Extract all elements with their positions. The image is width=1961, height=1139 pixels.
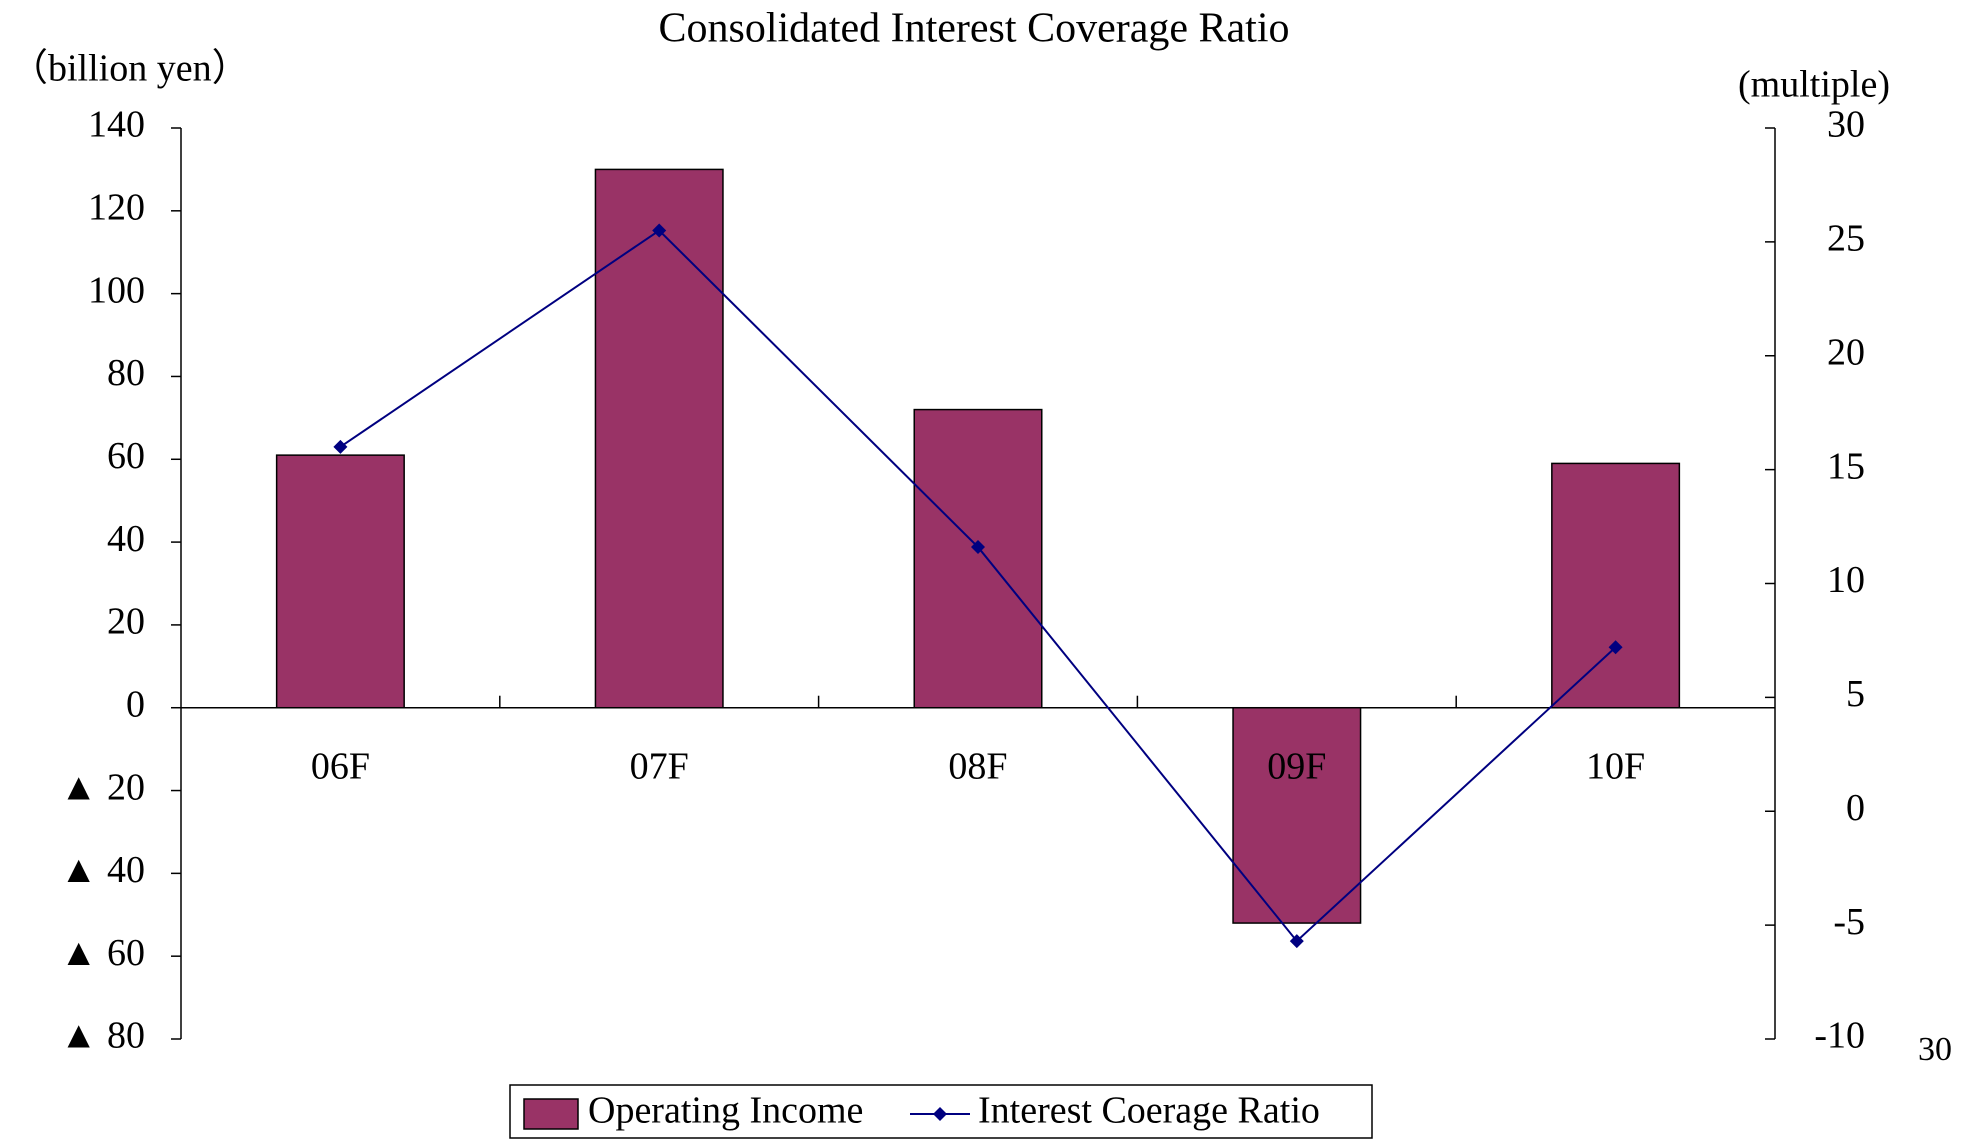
x-tick-label: 09F	[1267, 745, 1326, 787]
legend-label: Operating Income	[588, 1090, 863, 1132]
y-tick-label: 100	[88, 269, 145, 311]
y-tick-label: 40	[107, 518, 145, 560]
line-marker	[1289, 934, 1304, 949]
y2-tick-label: 10	[1827, 559, 1865, 601]
x-tick-label: 08F	[948, 745, 1007, 787]
bar	[1551, 462, 1681, 709]
y-tick-label: ▲ 80	[60, 1015, 145, 1057]
y-tick-label: 140	[88, 104, 145, 146]
y-tick-label: 0	[126, 683, 145, 725]
y2-tick-label: 15	[1827, 445, 1865, 487]
y-tick-label: ▲ 20	[60, 766, 145, 808]
y2-tick-label: 25	[1827, 218, 1865, 260]
legend-swatch	[523, 1098, 579, 1130]
x-tick-label: 06F	[311, 745, 370, 787]
page-number: 30	[1918, 1031, 1952, 1068]
bar	[913, 408, 1043, 709]
y-tick-label: ▲ 40	[60, 849, 145, 891]
y-tick-label: 120	[88, 187, 145, 229]
bar	[1232, 706, 1362, 924]
chart-title: Consolidated Interest Coverage Ratio	[658, 6, 1289, 52]
y2-tick-label: 30	[1827, 104, 1865, 146]
line-marker	[971, 540, 985, 555]
x-tick-label: 07F	[630, 745, 689, 787]
y2-tick-label: 5	[1846, 673, 1865, 715]
y-tick-label: 20	[107, 601, 145, 643]
y2-tick-label: 0	[1846, 787, 1865, 829]
x-tick-label: 10F	[1586, 745, 1645, 787]
y-tick-label: ▲ 60	[60, 932, 145, 974]
y2-tick-label: 20	[1827, 331, 1865, 373]
y2-tick-label: -10	[1814, 1015, 1865, 1057]
bar	[275, 454, 405, 709]
y-tick-label: 80	[107, 352, 145, 394]
line-marker	[1608, 640, 1623, 655]
line-marker	[652, 223, 667, 238]
y-tick-label: 60	[107, 435, 145, 477]
y2-axis-label: (multiple)	[1738, 64, 1890, 106]
line-marker	[333, 439, 348, 454]
legend-label: Interest Coerage Ratio	[978, 1090, 1320, 1132]
bar	[594, 168, 724, 709]
y2-tick-label: -5	[1833, 901, 1865, 943]
y-axis-label: （billion yen）	[10, 48, 250, 90]
legend-marker	[933, 1107, 947, 1121]
